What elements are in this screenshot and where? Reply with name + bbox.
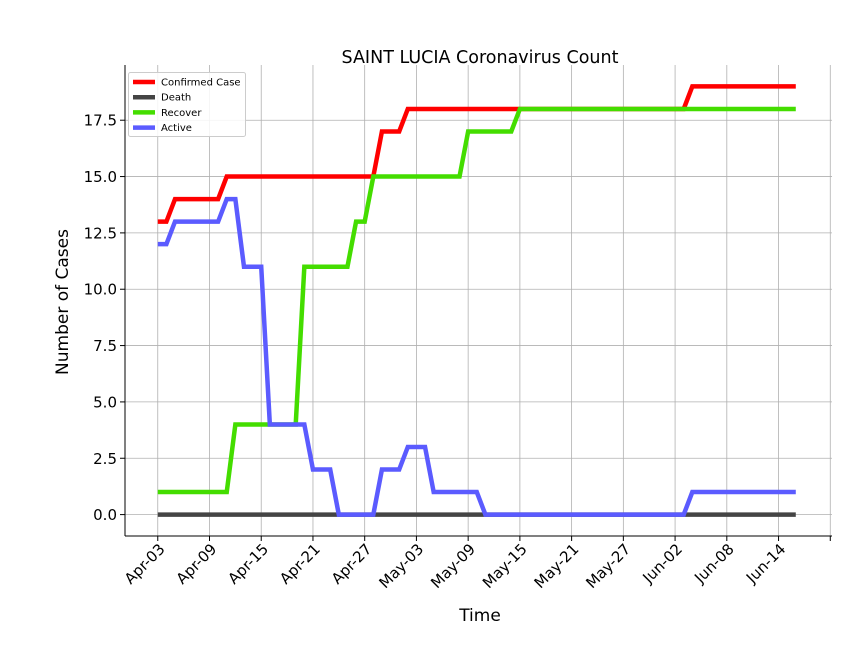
y-tick-label: 0.0 (93, 506, 117, 524)
y-tick-label: 15.0 (84, 168, 117, 186)
x-axis-title: Time (458, 606, 501, 626)
x-tick-label: Apr-03 (121, 540, 169, 588)
y-tick-label: 10.0 (84, 281, 117, 299)
x-tick-label: Apr-27 (328, 540, 376, 588)
x-tick-label: May-09 (427, 540, 479, 592)
x-tick-label: Apr-15 (224, 540, 272, 588)
legend-label-recover: Recover (161, 108, 202, 119)
axes (124, 65, 832, 537)
x-tick-label: May-15 (479, 540, 531, 592)
legend: Confirmed Case Death Recover Active (128, 72, 246, 137)
legend-label-active: Active (161, 123, 192, 134)
legend-label-confirmed-case: Confirmed Case (161, 78, 241, 89)
grid (125, 65, 832, 536)
y-tick-label: 12.5 (84, 224, 117, 242)
x-tick-label: Jun-02 (639, 540, 686, 587)
legend-label-death: Death (161, 93, 191, 104)
y-tick-label: 7.5 (93, 337, 117, 355)
x-tick-label: May-27 (582, 540, 634, 592)
series-line-active (157, 196, 796, 517)
x-tick-label: May-03 (375, 540, 427, 592)
x-tick-label: Jun-14 (742, 540, 789, 587)
series-group (157, 84, 796, 517)
chart-title: SAINT LUCIA Coronavirus Count (342, 48, 619, 68)
x-ticks: Apr-03 Apr-09 Apr-15 Apr-21 Apr-27 May-03 May-… (121, 536, 831, 592)
x-tick-label: Apr-21 (276, 540, 324, 588)
y-ticks: 0.0 2.5 5.0 7.5 10.0 12.5 15.0 17.5 (84, 112, 125, 524)
y-tick-label: 17.5 (84, 112, 117, 130)
x-tick-label: Apr-09 (173, 540, 221, 588)
x-tick-label: Jun-08 (690, 540, 737, 587)
x-tick-label: May-21 (531, 540, 583, 592)
y-tick-label: 2.5 (93, 450, 117, 468)
series-line-confirmed-case (157, 84, 796, 224)
y-axis-title: Number of Cases (53, 229, 73, 375)
y-tick-label: 5.0 (93, 393, 117, 411)
legend-box (128, 72, 246, 137)
series-line-recover (157, 106, 796, 495)
